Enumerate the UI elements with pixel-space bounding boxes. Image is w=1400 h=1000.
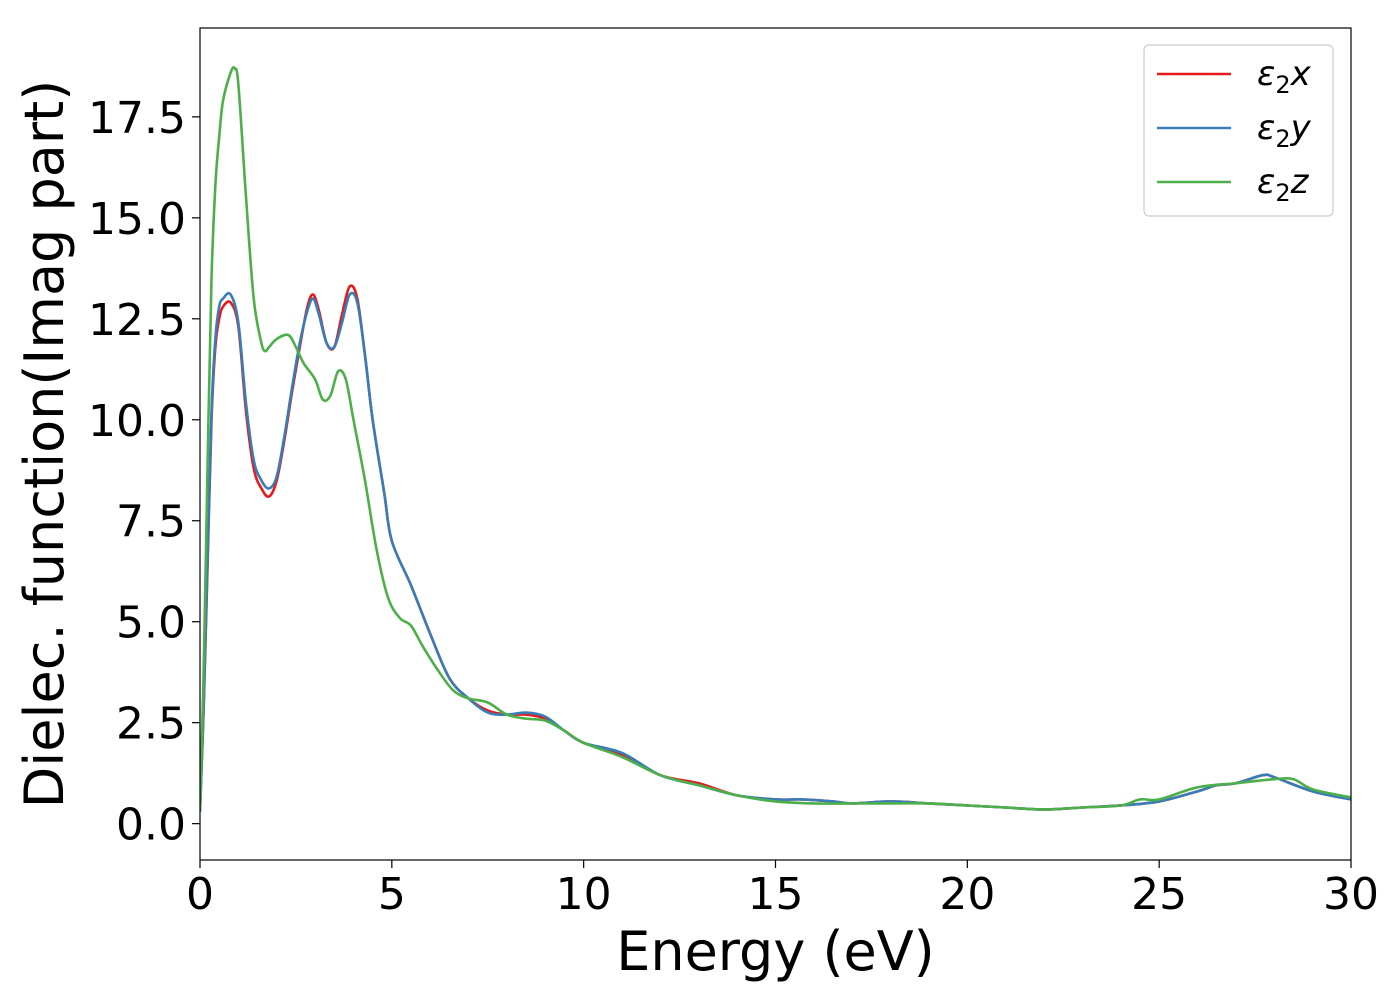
legend-box xyxy=(1143,44,1334,217)
series-line-z xyxy=(200,66,1351,812)
legend-label: ε2y xyxy=(1257,108,1312,153)
x-tick-label: 20 xyxy=(939,869,995,920)
x-tick-label: 0 xyxy=(186,869,214,920)
x-tick-label: 25 xyxy=(1131,869,1187,920)
legend-label: ε2z xyxy=(1257,162,1310,207)
series-layer xyxy=(200,66,1351,812)
y-axis-label: Dielec. function(Imag part) xyxy=(13,80,76,809)
series-line-y xyxy=(200,291,1351,812)
y-tick-label: 2.5 xyxy=(116,699,186,750)
x-tick-label: 30 xyxy=(1323,869,1379,920)
legend-label: ε2x xyxy=(1257,54,1312,99)
series-line-x xyxy=(200,284,1351,812)
y-tick-label: 15.0 xyxy=(88,194,186,245)
y-tick-label: 17.5 xyxy=(88,93,186,144)
y-axis: 0.0 2.5 5.0 7.5 10.0 12.5 15.0 17.5 xyxy=(88,93,200,851)
y-tick-label: 5.0 xyxy=(116,598,186,649)
y-tick-label: 10.0 xyxy=(88,396,186,447)
x-axis-label: Energy (eV) xyxy=(616,920,935,983)
y-tick-label: 0.0 xyxy=(116,800,186,851)
x-tick-label: 15 xyxy=(748,869,804,920)
x-tick-label: 5 xyxy=(378,869,406,920)
x-axis: 0 5 10 15 20 25 30 xyxy=(186,860,1379,920)
x-tick-label: 10 xyxy=(556,869,612,920)
y-tick-label: 7.5 xyxy=(116,497,186,548)
y-tick-label: 12.5 xyxy=(88,295,186,346)
legend: ε2x ε2y ε2z xyxy=(1143,44,1334,217)
